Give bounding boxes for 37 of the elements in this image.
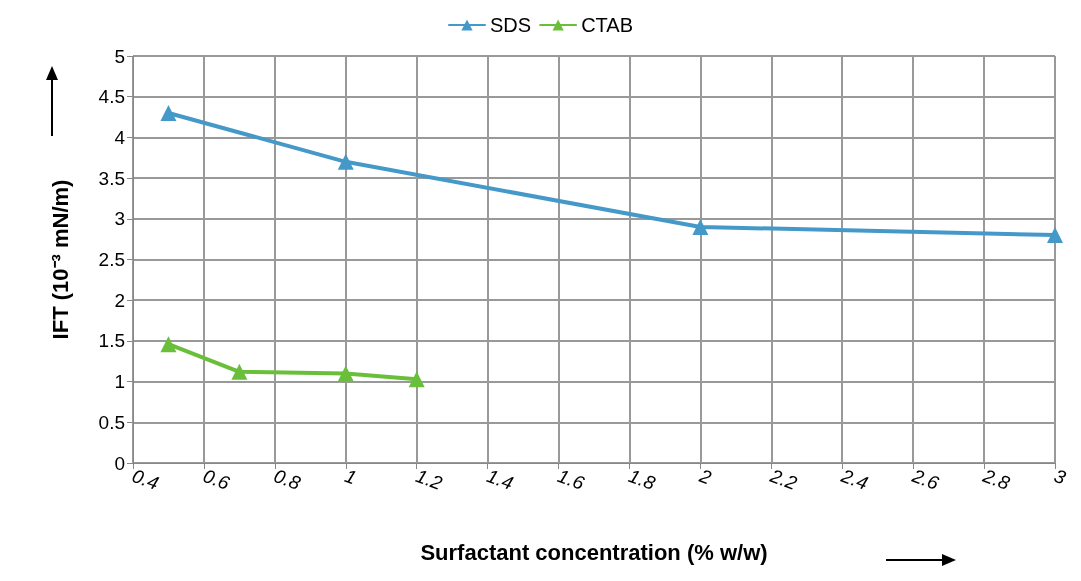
x-tick-label: 0.8: [271, 465, 304, 495]
x-tick-label: 2: [695, 464, 715, 489]
x-tick-label: 1: [342, 465, 360, 489]
point: [337, 365, 354, 382]
x-tick-label: 1.4: [484, 465, 517, 494]
y-tick-label: 1.5: [98, 330, 125, 352]
x-tick-label: 1.2: [413, 465, 446, 495]
x-axis-title: Surfactant concentration (% w/w): [420, 539, 768, 565]
x-tick-label: 3: [1051, 465, 1069, 489]
x-tick-label: 2.6: [908, 464, 942, 495]
y-tick-label: 2.5: [98, 249, 125, 270]
x-tick-label: 2.4: [837, 464, 871, 494]
y-tick-label: 4.5: [98, 86, 125, 108]
y-axis-title: IFT (10⁻³ mN/m): [47, 179, 73, 340]
x-tick-label: 0.4: [129, 465, 162, 494]
x-tick-label: 1.8: [625, 465, 659, 495]
point: [160, 336, 177, 353]
y-tick-label: 1: [114, 371, 125, 393]
x-tick-label: 2.2: [766, 464, 801, 495]
y-tick-label: 0.5: [98, 411, 125, 433]
y-tick-label: 3.5: [98, 167, 125, 189]
x-tick-label: 0.6: [200, 465, 233, 495]
point: [408, 371, 425, 388]
point: [1047, 227, 1063, 244]
legend-label: SDS: [490, 14, 532, 36]
y-tick-label: 4: [114, 126, 126, 148]
y-tick-label: 5: [114, 45, 125, 67]
x-tick-label: 2.8: [979, 464, 1013, 495]
point: [692, 218, 709, 235]
y-tick-label: 3: [114, 208, 125, 230]
point: [160, 104, 177, 121]
y-tick-label: 0: [114, 452, 125, 474]
x-tick-label: 1.6: [554, 465, 588, 495]
point: [231, 363, 248, 380]
point: [337, 153, 354, 170]
legend-label: CTAB: [581, 14, 633, 36]
y-tick-label: 2: [114, 289, 125, 311]
